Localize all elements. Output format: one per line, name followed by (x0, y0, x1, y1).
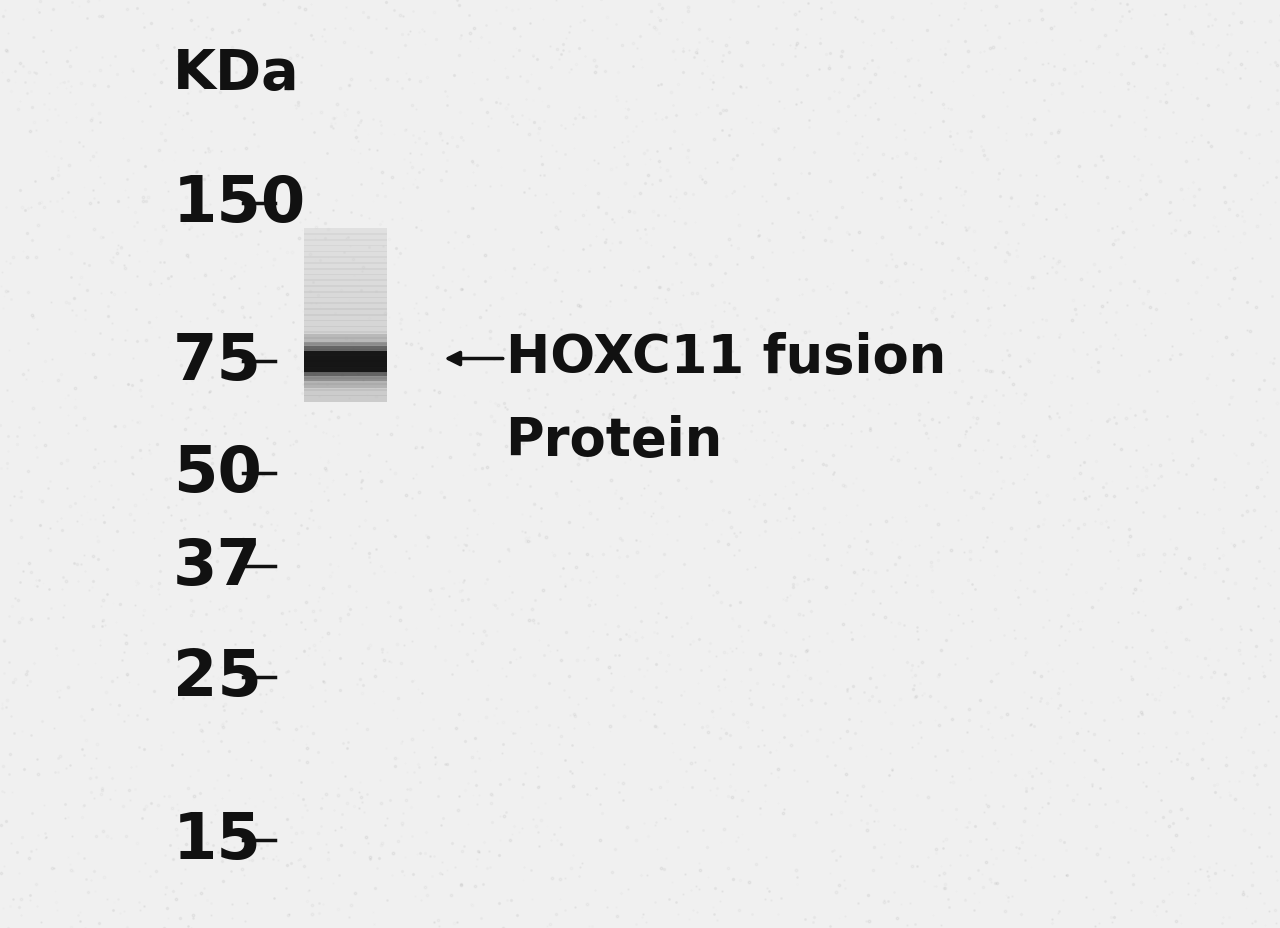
Bar (305, 368, 387, 389)
Bar (305, 352, 387, 372)
Bar (305, 327, 387, 334)
Bar (305, 335, 387, 355)
Bar (305, 349, 387, 356)
Text: 50: 50 (173, 443, 261, 504)
Bar (305, 347, 387, 367)
Text: 37: 37 (173, 535, 262, 597)
Bar (305, 263, 387, 270)
Bar (305, 280, 387, 288)
Bar (305, 367, 387, 374)
Bar (305, 286, 387, 293)
Text: 15: 15 (173, 809, 261, 870)
Bar (305, 355, 387, 363)
Bar (305, 291, 387, 299)
Text: 25: 25 (173, 647, 261, 708)
Text: HOXC11 fusion: HOXC11 fusion (506, 331, 946, 383)
Bar (305, 315, 387, 322)
Bar (305, 342, 387, 363)
Bar (305, 268, 387, 276)
Bar (305, 251, 387, 259)
Bar (305, 246, 387, 253)
Bar (305, 390, 387, 397)
Text: Protein: Protein (506, 415, 723, 467)
Bar (305, 343, 387, 351)
Bar (305, 378, 387, 385)
Bar (305, 309, 387, 316)
Bar (305, 257, 387, 264)
Bar (305, 361, 387, 368)
Text: 150: 150 (173, 174, 306, 235)
Bar (305, 384, 387, 392)
Bar (305, 395, 387, 403)
Bar (305, 297, 387, 304)
Text: KDa: KDa (173, 47, 300, 101)
Bar (305, 356, 387, 377)
Bar (305, 303, 387, 311)
Bar (305, 228, 387, 236)
Bar (305, 275, 387, 282)
Bar (305, 320, 387, 328)
Bar (305, 239, 387, 247)
Text: 75: 75 (173, 331, 262, 393)
Bar (305, 234, 387, 241)
Bar (305, 372, 387, 380)
Bar (305, 361, 387, 381)
Bar (305, 338, 387, 345)
Bar (305, 332, 387, 340)
